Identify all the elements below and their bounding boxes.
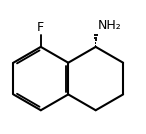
Text: NH₂: NH₂ [97,19,121,32]
Text: F: F [37,21,44,34]
